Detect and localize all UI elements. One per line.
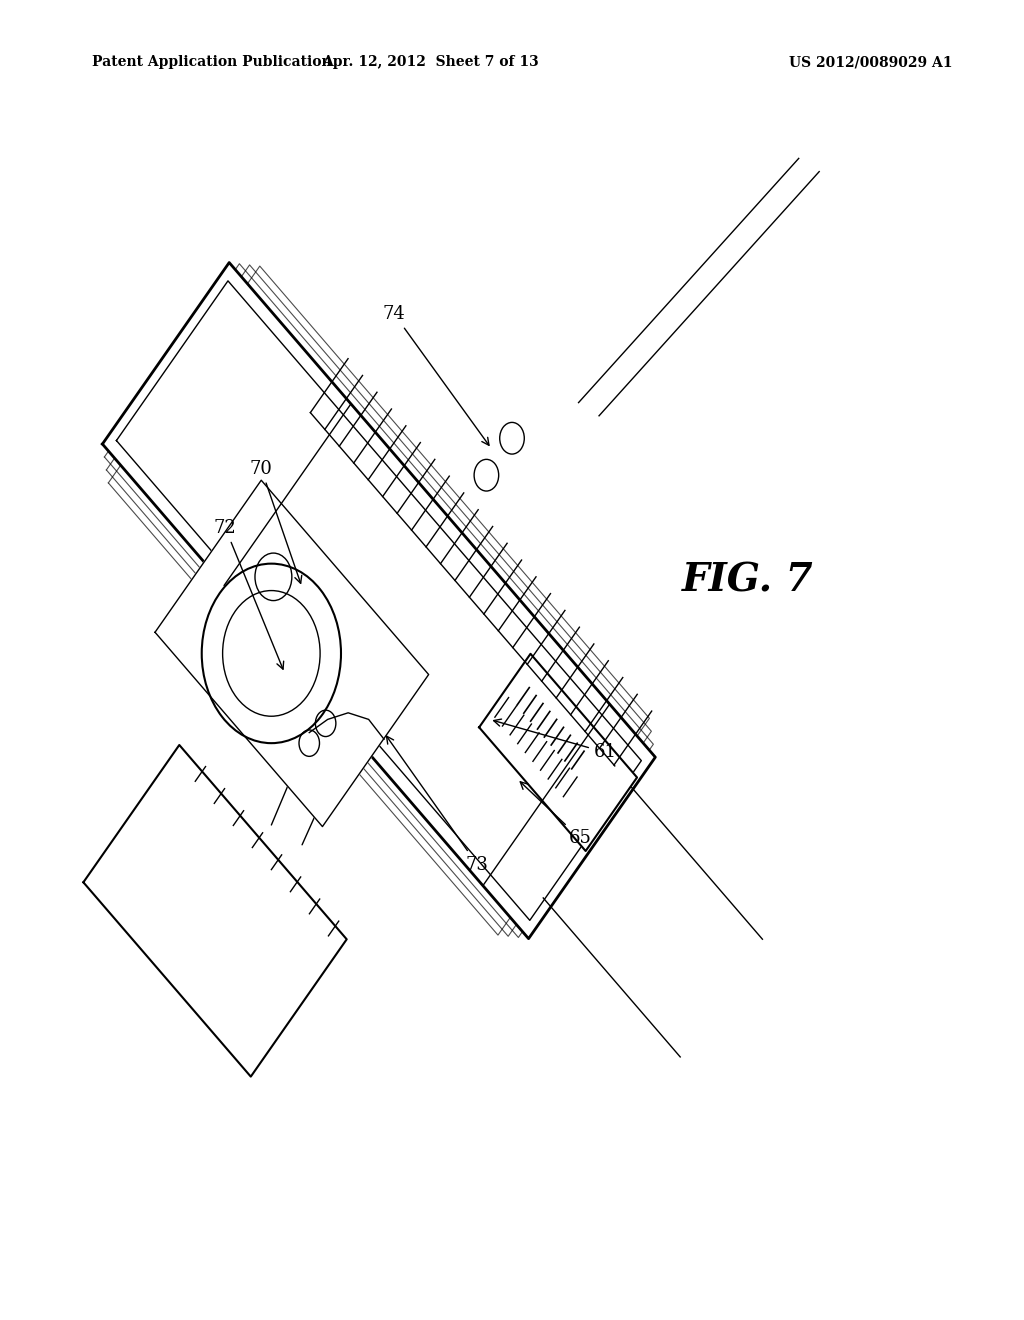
Text: FIG. 7: FIG. 7 [682, 562, 813, 599]
Text: 65: 65 [520, 781, 591, 847]
Text: 72: 72 [214, 519, 284, 669]
Polygon shape [83, 744, 347, 1077]
Text: 61: 61 [494, 719, 616, 762]
Text: 74: 74 [383, 305, 489, 445]
Polygon shape [155, 480, 429, 826]
Text: 73: 73 [386, 737, 488, 874]
Polygon shape [479, 653, 637, 851]
Text: Patent Application Publication: Patent Application Publication [92, 55, 332, 70]
Text: 70: 70 [250, 459, 302, 583]
Polygon shape [102, 263, 655, 939]
Text: US 2012/0089029 A1: US 2012/0089029 A1 [788, 55, 952, 70]
Text: Apr. 12, 2012  Sheet 7 of 13: Apr. 12, 2012 Sheet 7 of 13 [322, 55, 539, 70]
